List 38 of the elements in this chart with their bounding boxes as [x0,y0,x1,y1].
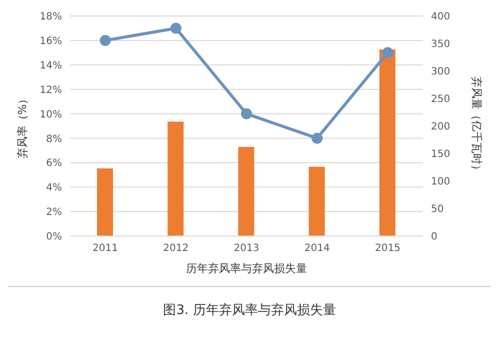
point [312,132,323,144]
caption: 图3. 历年弃风率与弃风损失量 [162,302,337,319]
y2-tick-label: 300 [431,66,450,78]
y2-tick-label: 350 [431,39,450,50]
bar [379,50,396,236]
bar [238,146,254,236]
x-tick-label: 2011 [92,243,118,254]
y-tick-label: 10% [40,109,62,120]
point [382,47,394,58]
y2-tick-label: 0 [431,232,438,243]
point [170,22,182,34]
point [241,108,252,120]
x-tick-label: 2012 [163,243,189,254]
x-axis-title: 历年弃风率与弃风损失量 [186,262,307,275]
x-tick-label: 2014 [304,243,330,254]
y-tick-label: 18% [40,12,62,23]
y-tick-label: 16% [40,36,62,47]
y-axis-title: 弃风率（%） [16,93,29,159]
bar [97,168,113,236]
y2-tick-label: 150 [431,149,450,160]
y-tick-label: 0% [46,232,62,243]
x-tick-label: 2015 [374,243,400,254]
y-tick-label: 12% [40,84,62,96]
bar [308,166,325,236]
y2-tick-label: 250 [431,94,450,106]
y2-tick-label: 50 [431,204,444,216]
y-tick-label: 8% [46,134,62,145]
y2-tick-label: 400 [431,12,450,23]
y2-tick-label: 100 [431,176,450,188]
point [100,34,111,46]
y-tick-label: 2% [46,207,62,218]
y2-axis-title: 弃风量（亿千瓦时） [470,76,484,176]
y2-tick-label: 200 [431,122,450,133]
y-tick-label: 14% [40,60,62,72]
y-tick-label: 6% [46,158,62,170]
x-tick-label: 2013 [234,243,260,254]
bar [168,122,184,236]
y-tick-label: 4% [46,182,62,194]
